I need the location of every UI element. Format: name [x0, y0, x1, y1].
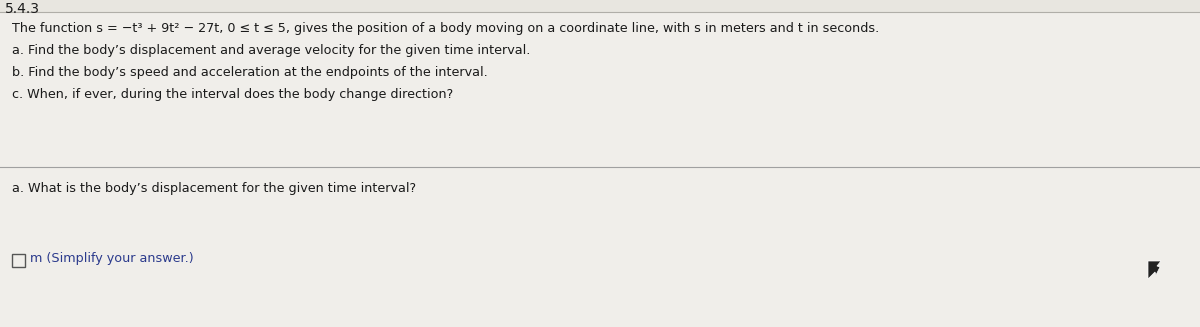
Text: b. Find the body’s speed and acceleration at the endpoints of the interval.: b. Find the body’s speed and acceleratio… [12, 66, 487, 79]
Polygon shape [1148, 261, 1162, 279]
Text: a. Find the body’s displacement and average velocity for the given time interval: a. Find the body’s displacement and aver… [12, 44, 530, 57]
Text: c. When, if ever, during the interval does the body change direction?: c. When, if ever, during the interval do… [12, 88, 454, 101]
Bar [0, 12, 1200, 172]
Text: m (Simplify your answer.): m (Simplify your answer.) [30, 252, 193, 265]
Bar [0, 167, 1200, 327]
Text: 5.4.3: 5.4.3 [5, 2, 40, 16]
Text: The function s = −t³ + 9t² − 27t, 0 ≤ t ≤ 5, gives the position of a body moving: The function s = −t³ + 9t² − 27t, 0 ≤ t … [12, 22, 880, 35]
Text: a. What is the body’s displacement for the given time interval?: a. What is the body’s displacement for t… [12, 182, 416, 195]
Bar [12, 254, 25, 267]
